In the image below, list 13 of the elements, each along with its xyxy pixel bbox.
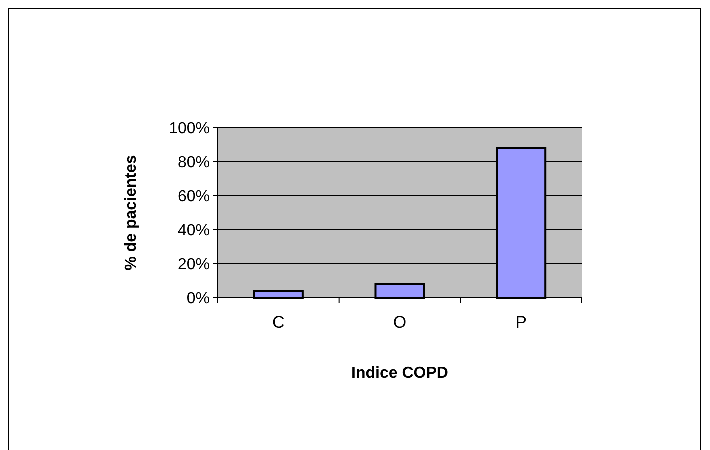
y-tick-label: 40% <box>178 222 210 240</box>
y-tick-label: 0% <box>186 290 210 308</box>
x-tick-label: O <box>393 313 407 332</box>
y-axis-title: % de pacientes <box>123 155 140 271</box>
y-tick-label: 100% <box>169 120 210 138</box>
y-tick-label: 20% <box>178 256 210 274</box>
bar <box>253 290 304 299</box>
y-tick-label: 60% <box>178 188 210 206</box>
x-axis-title: Indice COPD <box>352 365 448 382</box>
x-tick-label: P <box>516 313 528 332</box>
x-tick-label: C <box>272 313 285 332</box>
bar <box>374 283 426 299</box>
y-tick-label: 80% <box>178 154 210 172</box>
